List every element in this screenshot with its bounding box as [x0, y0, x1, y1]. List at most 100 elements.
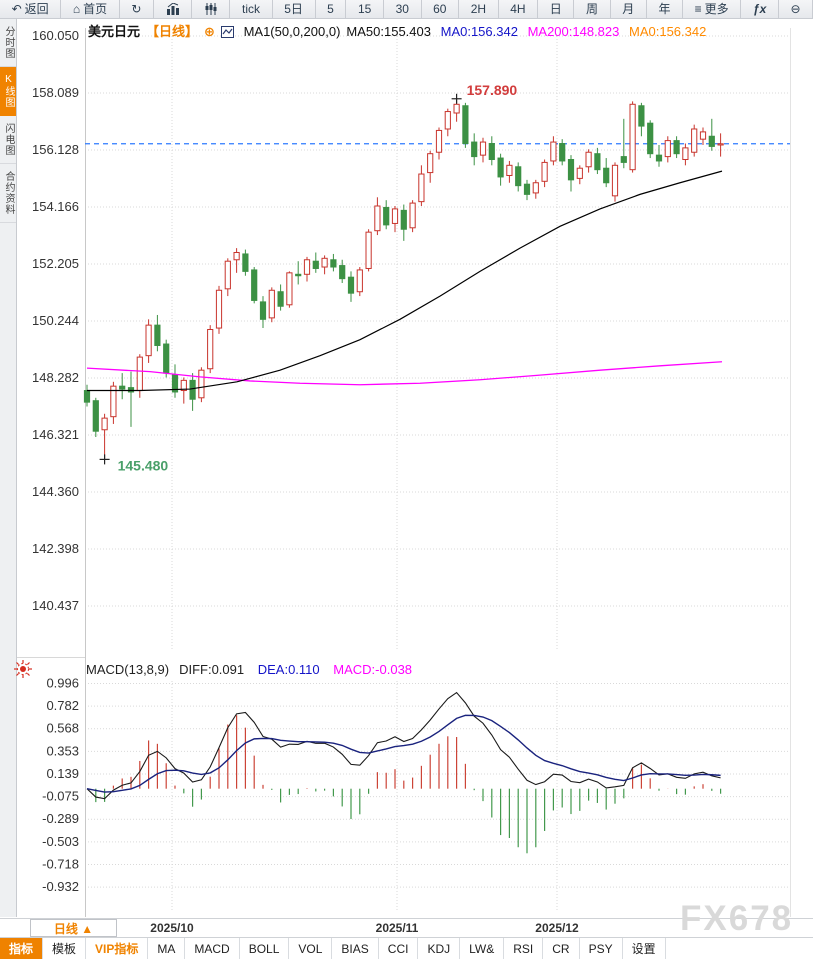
menu-icon: ≡ — [694, 2, 702, 16]
sidebar-tab-3[interactable]: 合约资料 — [0, 164, 16, 223]
period-week-button[interactable]: 周 — [574, 0, 611, 18]
svg-text:160.050: 160.050 — [32, 28, 79, 43]
x-axis-row: 日线 ▲ 2025/10 2025/11 2025/12 — [0, 918, 813, 937]
svg-text:152.205: 152.205 — [32, 256, 79, 271]
indicator-tab-12[interactable]: CR — [543, 938, 580, 959]
indicator-tab-8[interactable]: CCI — [379, 938, 419, 959]
indicator-tab-13[interactable]: PSY — [580, 938, 623, 959]
period-day-button2-label: 4H — [510, 2, 526, 16]
fx-button[interactable]: ƒx — [741, 0, 779, 18]
indicator-tab-1[interactable]: 模板 — [43, 938, 87, 959]
indicator-tab-2[interactable]: VIP指标 — [86, 938, 149, 959]
svg-text:146.321: 146.321 — [32, 427, 79, 442]
sidebar-tab-1[interactable]: K线图 — [0, 67, 16, 116]
indicator-tab-11[interactable]: RSI — [504, 938, 544, 959]
back-button-label: 返回 — [24, 2, 49, 16]
back-icon: ↶ — [11, 2, 22, 16]
indicator-tab-0[interactable]: 指标 — [0, 938, 44, 959]
period-day-button2[interactable]: 4H — [499, 0, 539, 18]
back-button[interactable]: ↶ 返回 — [0, 0, 62, 18]
home-button-label: 首页 — [83, 2, 108, 16]
svg-text:144.360: 144.360 — [32, 484, 79, 499]
svg-text:-0.718: -0.718 — [42, 857, 79, 872]
period-selector[interactable]: 日线 ▲ — [30, 919, 117, 937]
ma0-blue-value: MA0:156.342 — [440, 24, 518, 39]
diff-value: DIFF:0.091 — [179, 662, 245, 677]
period-day-button-label: 日 — [549, 2, 562, 16]
svg-text:-0.289: -0.289 — [42, 811, 79, 826]
svg-text:140.437: 140.437 — [32, 598, 79, 613]
x-axis-date-0: 2025/10 — [150, 921, 194, 935]
refresh-icon: ↻ — [131, 2, 142, 16]
sidebar-tab-0[interactable]: 分时图 — [0, 19, 16, 67]
macd-settings-label: MACD(13,8,9) — [86, 662, 170, 677]
tab-bar-filler — [666, 938, 813, 959]
indicator-tab-7[interactable]: BIAS — [332, 938, 379, 959]
svg-text:0.568: 0.568 — [46, 721, 79, 736]
period-60-button-label: 60 — [433, 2, 447, 16]
svg-text:-0.932: -0.932 — [42, 879, 79, 894]
indicator-tab-10[interactable]: LW& — [460, 938, 505, 959]
period-2h-button-label: 2H — [470, 2, 487, 16]
period-day-button[interactable]: 日 — [538, 0, 575, 18]
period-year-button-label: 年 — [658, 2, 671, 16]
period-15-button[interactable]: 15 — [346, 0, 384, 18]
home-icon: ⌂ — [72, 2, 81, 16]
svg-text:0.353: 0.353 — [46, 743, 79, 758]
period-2h-button[interactable]: 2H — [459, 0, 499, 18]
svg-text:145.480: 145.480 — [118, 457, 169, 473]
svg-text:0.996: 0.996 — [46, 676, 79, 691]
period-5d-button-label: 5日 — [284, 2, 303, 16]
indicator-style-icon[interactable] — [220, 26, 234, 41]
candlestick-button[interactable] — [192, 0, 231, 18]
add-indicator-icon[interactable]: ⊕ — [204, 24, 215, 39]
ma-settings-label: MA1(50,0,200,0) — [243, 24, 341, 39]
period-year-button[interactable]: 年 — [647, 0, 684, 18]
left-sidebar: 分时图 K线图 闪电图 合约资料 — [0, 19, 17, 917]
period-month-button-label: 月 — [622, 2, 635, 16]
period-5d-button[interactable]: 5日 — [273, 0, 316, 18]
macd-value: MACD:-0.038 — [333, 662, 413, 677]
indicator-tab-3[interactable]: MA — [148, 938, 186, 959]
symbol-name: 美元日元 — [88, 24, 141, 39]
period-30-button[interactable]: 30 — [384, 0, 422, 18]
more-button-label: 更多 — [704, 2, 729, 16]
period-5-button[interactable]: 5 — [316, 0, 347, 18]
zoom-out-button[interactable]: ⊖ — [779, 0, 813, 18]
svg-text:142.398: 142.398 — [32, 541, 79, 556]
period-15-button-label: 15 — [358, 2, 372, 16]
ma200-value: MA200:148.823 — [527, 24, 620, 39]
fx-button-label: ƒx — [752, 2, 767, 16]
period-week-button-label: 周 — [586, 2, 599, 16]
home-button[interactable]: ⌂ 首页 — [61, 0, 120, 18]
candlestick-icon — [204, 3, 218, 15]
indicator-settings-icon[interactable] — [13, 659, 33, 679]
period-month-button[interactable]: 月 — [611, 0, 647, 18]
dea-value: DEA:0.110 — [257, 662, 320, 677]
more-button[interactable]: ≡ 更多 — [683, 0, 742, 18]
period-30-button-label: 30 — [395, 2, 409, 16]
bar-chart-icon — [166, 3, 180, 15]
sidebar-tab-2[interactable]: 闪电图 — [0, 116, 16, 164]
indicator-tab-14[interactable]: 设置 — [623, 938, 666, 959]
svg-text:-0.503: -0.503 — [42, 834, 79, 849]
period-tag: 【日线】 — [146, 24, 199, 39]
svg-text:156.128: 156.128 — [32, 142, 79, 157]
macd-header: MACD(13,8,9) DIFF:0.091 DEA:0.110 MACD:-0… — [86, 662, 422, 677]
indicator-tab-9[interactable]: KDJ — [418, 938, 461, 959]
svg-text:-0.075: -0.075 — [42, 789, 79, 804]
tick-button-label: tick — [242, 2, 261, 16]
chart-title: 美元日元 【日线】 ⊕ MA1(50,0,200,0) MA50:155.403 MA… — [88, 21, 712, 41]
tick-button[interactable]: tick — [230, 0, 273, 18]
svg-text:158.089: 158.089 — [32, 85, 79, 100]
refresh-button[interactable]: ↻ — [120, 0, 155, 18]
indicator-tab-5[interactable]: BOLL — [240, 938, 290, 959]
indicator-tab-4[interactable]: MACD — [185, 938, 240, 959]
bar-chart-button[interactable] — [154, 0, 193, 18]
period-60-button[interactable]: 60 — [422, 0, 460, 18]
indicator-tab-bar: 指标 模板 VIP指标 MA MACD BOLL VOL BIAS CCI KDJ LW& RSI CR… — [0, 937, 813, 959]
indicator-tab-6[interactable]: VOL — [289, 938, 333, 959]
period-5-button-label: 5 — [327, 2, 334, 16]
svg-text:0.139: 0.139 — [46, 766, 79, 781]
